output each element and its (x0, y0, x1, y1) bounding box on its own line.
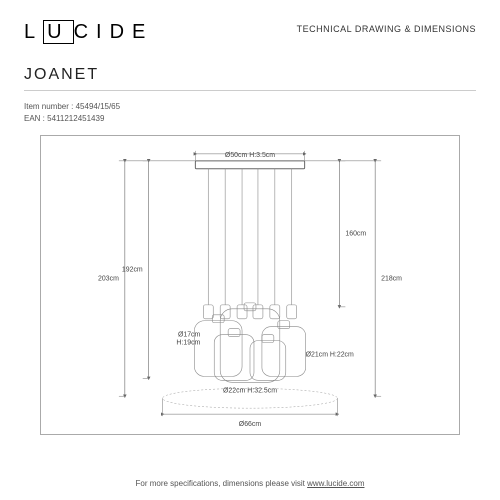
item-value: 45494/15/65 (76, 102, 121, 111)
brand-boxed: U (43, 20, 73, 44)
divider (24, 90, 476, 91)
ean-value: 5411212451439 (47, 114, 104, 123)
svg-text:218cm: 218cm (381, 275, 402, 282)
brand-rest: CIDE (74, 21, 154, 43)
svg-text:160cm: 160cm (345, 231, 366, 238)
item-label: Item number : (24, 102, 73, 111)
product-name: JOANET (24, 66, 476, 84)
svg-text:203cm: 203cm (98, 275, 119, 282)
svg-text:Ø22cm H:32.5cm: Ø22cm H:32.5cm (223, 387, 277, 394)
svg-text:Ø66cm: Ø66cm (239, 421, 262, 428)
brand-prefix: L (24, 21, 43, 43)
ean-label: EAN : (24, 114, 45, 123)
header: LUCIDE TECHNICAL DRAWING & DIMENSIONS (24, 20, 476, 44)
brand-logo: LUCIDE (24, 20, 153, 44)
svg-text:Ø17cm: Ø17cm (178, 332, 201, 339)
footer-link[interactable]: www.lucide.com (307, 479, 364, 488)
svg-text:H:19cm: H:19cm (176, 340, 200, 347)
product-meta: Item number : 45494/15/65 EAN : 54112124… (24, 101, 476, 125)
technical-drawing: Ø50cm H:3.5cm Ø66cm 203cm192cm 160cm 218cm Ø1… (41, 136, 459, 434)
footer: For more specifications, dimensions plea… (0, 479, 500, 488)
header-subtitle: TECHNICAL DRAWING & DIMENSIONS (297, 24, 476, 34)
svg-text:192cm: 192cm (122, 266, 143, 273)
footer-text: For more specifications, dimensions plea… (136, 479, 308, 488)
drawing-frame: Ø50cm H:3.5cm Ø66cm 203cm192cm 160cm 218cm Ø1… (40, 135, 460, 435)
svg-text:Ø21cm H:22cm: Ø21cm H:22cm (306, 352, 354, 359)
svg-text:Ø50cm H:3.5cm: Ø50cm H:3.5cm (225, 152, 275, 159)
